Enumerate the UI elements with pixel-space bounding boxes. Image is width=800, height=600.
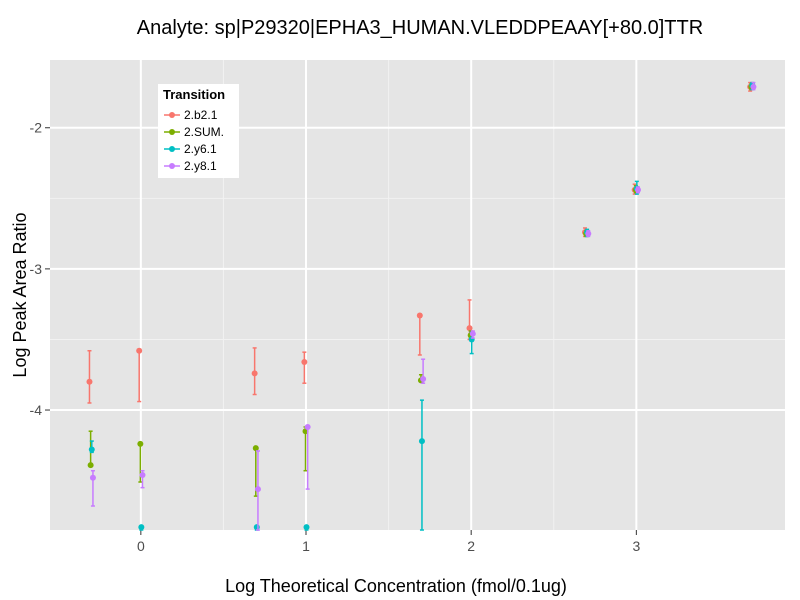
legend-label: 2.SUM.	[184, 125, 224, 139]
x-tick-label: 3	[632, 538, 640, 554]
y-tick-label: -3	[30, 261, 43, 277]
legend-key-point	[169, 112, 175, 118]
y-tick-label: -2	[30, 120, 43, 136]
data-point	[416, 312, 423, 319]
data-point	[136, 347, 143, 354]
chart-title: Analyte: sp|P29320|EPHA3_HUMAN.VLEDDPEAA…	[137, 17, 703, 39]
data-point	[89, 474, 96, 481]
data-point	[254, 486, 261, 493]
grid-lines	[50, 60, 785, 530]
x-tick-label: 1	[302, 538, 310, 554]
x-tick-label: 0	[137, 538, 145, 554]
data-point	[252, 445, 259, 452]
data-point	[585, 230, 592, 237]
data-point	[301, 359, 308, 366]
data-point	[303, 524, 310, 531]
series-2-y8-1	[89, 81, 757, 531]
x-axis-title: Log Theoretical Concentration (fmol/0.1u…	[225, 576, 567, 596]
x-tick-label: 2	[467, 538, 475, 554]
legend-label: 2.y6.1	[184, 142, 217, 156]
legend-key-point	[169, 163, 175, 169]
data-point	[251, 370, 258, 377]
legend-label: 2.y8.1	[184, 159, 217, 173]
axis-ticks: 0 1 2 3 -4 -3 -2	[30, 120, 641, 554]
data-marks	[86, 81, 757, 531]
data-point	[86, 378, 93, 385]
data-point	[750, 83, 757, 90]
data-point	[466, 325, 473, 332]
legend-title: Transition	[163, 87, 225, 102]
y-tick-label: -4	[30, 402, 43, 418]
data-point	[137, 440, 144, 447]
data-point	[469, 330, 476, 337]
legend-items: 2.b2.1 2.SUM. 2.y6.1 2.y8.1	[164, 108, 224, 173]
data-point	[635, 186, 641, 193]
data-point	[87, 462, 94, 469]
data-point	[139, 471, 146, 478]
data-point	[418, 438, 425, 445]
data-point	[88, 446, 95, 453]
legend: Transition 2.b2.1 2.SUM. 2.y6.1 2.y8.1	[158, 84, 239, 178]
y-axis-title: Log Peak Area Ratio	[10, 212, 30, 377]
data-point	[304, 423, 311, 430]
legend-key-point	[169, 129, 175, 135]
data-point	[420, 375, 427, 382]
legend-label: 2.b2.1	[184, 108, 218, 122]
legend-key-point	[169, 146, 175, 152]
data-point	[138, 524, 145, 531]
